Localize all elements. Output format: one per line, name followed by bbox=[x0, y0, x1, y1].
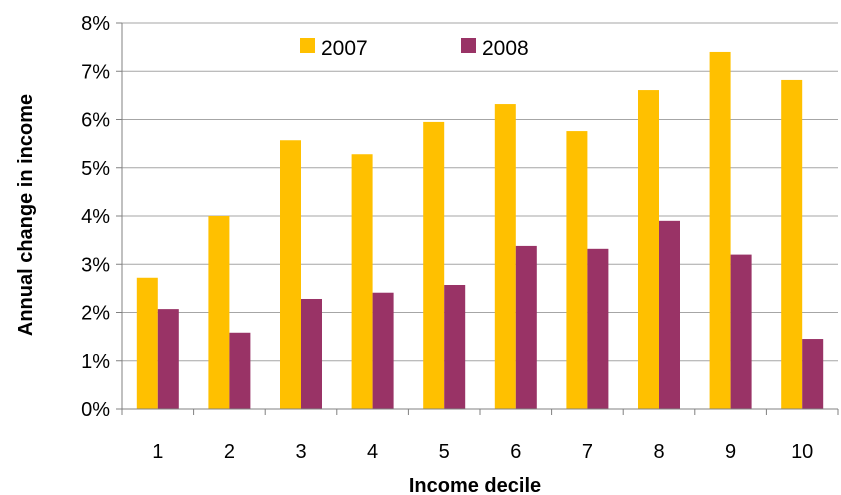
y-tick-label: 7% bbox=[81, 61, 110, 83]
bar-2008-decile-5 bbox=[444, 284, 466, 409]
bar-2008-decile-7 bbox=[587, 248, 609, 409]
bar-2008-decile-3 bbox=[301, 298, 322, 409]
y-tick-label: 4% bbox=[81, 206, 110, 228]
y-tick-label: 5% bbox=[81, 158, 110, 180]
y-tick-label: 8% bbox=[81, 13, 110, 35]
bar-2008-decile-4 bbox=[372, 292, 394, 409]
x-tick-label: 2 bbox=[224, 441, 235, 463]
x-axis-title: Income decile bbox=[409, 475, 541, 495]
x-tick-label: 10 bbox=[791, 441, 813, 463]
x-tick-label: 9 bbox=[725, 441, 736, 463]
bar-2007-decile-7 bbox=[566, 131, 588, 409]
legend-swatch-2008 bbox=[461, 38, 476, 53]
x-tick-label: 1 bbox=[152, 441, 163, 463]
x-tick-label: 7 bbox=[582, 441, 593, 463]
legend-label-2008: 2008 bbox=[482, 37, 529, 60]
y-tick-label: 2% bbox=[81, 303, 110, 325]
bar-2007-decile-4 bbox=[351, 154, 373, 409]
bar-2008-decile-9 bbox=[730, 254, 752, 409]
bar-2008-decile-8 bbox=[659, 220, 680, 409]
bar-2007-decile-3 bbox=[280, 140, 301, 409]
gridlines bbox=[122, 22, 838, 362]
bar-2007-decile-8 bbox=[638, 90, 659, 409]
y-tick-labels: 0% 1% 2% 3% 4% 5% 6% 7% 8% bbox=[81, 13, 110, 421]
bar-2007-decile-5 bbox=[423, 121, 445, 409]
x-tick-labels: 1 2 3 4 5 6 7 8 9 10 bbox=[152, 441, 813, 463]
bar-2008-decile-1 bbox=[157, 309, 179, 409]
bar-2008-decile-10 bbox=[802, 339, 824, 409]
bar-2008-decile-6 bbox=[515, 245, 537, 409]
x-tick-label: 8 bbox=[653, 441, 664, 463]
y-tick-label: 3% bbox=[81, 254, 110, 276]
bar-2007-decile-2 bbox=[208, 216, 230, 409]
bar-2007-decile-9 bbox=[709, 51, 731, 409]
x-tick-label: 3 bbox=[295, 441, 306, 463]
bar-2007-decile-1 bbox=[136, 277, 158, 409]
legend-label-2007: 2007 bbox=[321, 37, 368, 60]
bar-2007-decile-6 bbox=[494, 104, 516, 409]
legend-swatch-2007 bbox=[300, 38, 315, 53]
y-tick-label: 1% bbox=[81, 351, 110, 373]
x-tick-label: 4 bbox=[367, 441, 378, 463]
y-axis-title: Annual change in income bbox=[15, 94, 37, 336]
y-tick-label: 0% bbox=[81, 399, 110, 421]
legend: 2007 2008 bbox=[300, 37, 529, 60]
x-tick-label: 6 bbox=[510, 441, 521, 463]
bar-2007-decile-10 bbox=[781, 79, 803, 409]
y-tick-label: 6% bbox=[81, 110, 110, 132]
x-tick-label: 5 bbox=[439, 441, 450, 463]
bars bbox=[136, 51, 824, 409]
bar-2008-decile-2 bbox=[229, 332, 251, 409]
axes bbox=[116, 22, 839, 415]
